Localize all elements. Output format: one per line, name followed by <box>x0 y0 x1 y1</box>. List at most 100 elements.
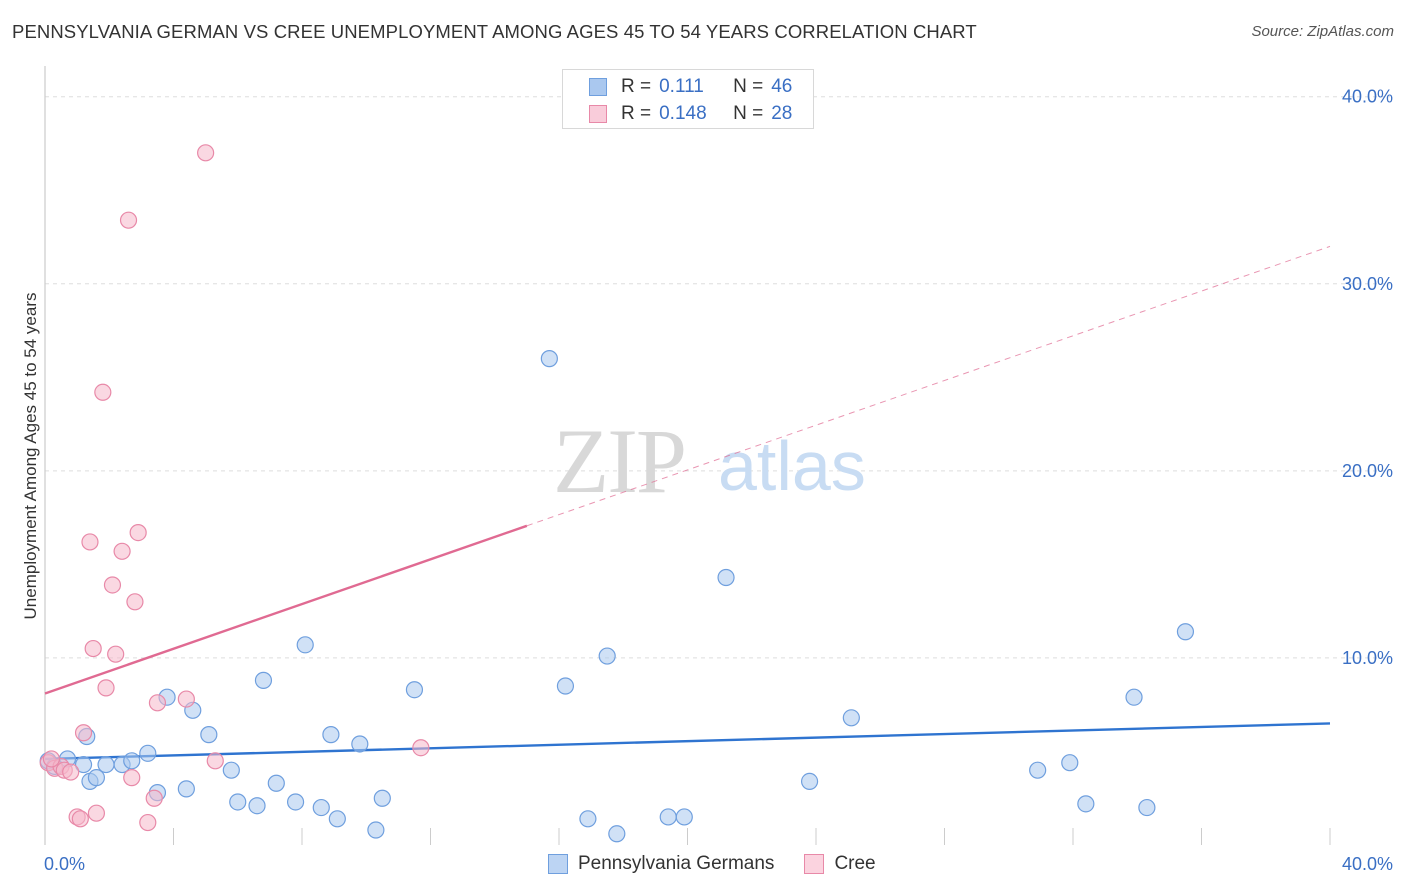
point-cree <box>148 694 167 712</box>
grid-lines <box>45 96 1390 659</box>
y-tick-label: 20.0% <box>1342 461 1393 481</box>
point-pennsylvania-germans <box>608 825 626 843</box>
n-label: N = <box>733 103 764 124</box>
y-tick-label: 40.0% <box>1342 87 1393 107</box>
point-cree <box>42 750 61 768</box>
point-cree <box>119 211 138 229</box>
point-pennsylvania-germans <box>1125 688 1143 706</box>
point-pennsylvania-germans <box>296 636 314 654</box>
point-pennsylvania-germans <box>87 769 106 787</box>
watermark-atlas: atlas <box>718 427 866 505</box>
point-pennsylvania-germans <box>286 793 305 811</box>
point-pennsylvania-germans <box>328 810 346 828</box>
r-label: R = <box>621 76 652 97</box>
legend-label: Cree <box>834 853 876 874</box>
y-tick-label: 30.0% <box>1342 274 1393 294</box>
point-cree <box>87 804 106 822</box>
pink-swatch <box>804 854 825 874</box>
point-cree <box>97 679 115 697</box>
legend-row-pennsylvania-germans: R = 0.111 N = 46 <box>589 75 792 99</box>
point-pennsylvania-germans <box>267 774 285 792</box>
r-value: 0.148 <box>659 103 707 124</box>
point-pennsylvania-germans <box>1029 761 1047 779</box>
point-pennsylvania-germans <box>97 755 115 774</box>
point-pennsylvania-germans <box>200 726 218 744</box>
n-value: 46 <box>771 76 793 97</box>
tick-labels: 10.0% 20.0% 30.0% 40.0% 0.0% 40.0% <box>44 87 1393 874</box>
point-pennsylvania-germans <box>367 821 385 839</box>
point-pennsylvania-germans <box>1176 623 1195 641</box>
point-pennsylvania-germans <box>1138 798 1156 817</box>
point-pennsylvania-germans <box>1061 754 1079 772</box>
point-cree <box>113 542 131 560</box>
watermark-zip: ZIP <box>553 410 685 512</box>
pink-swatch <box>589 105 607 123</box>
point-pennsylvania-germans <box>579 810 597 828</box>
point-pennsylvania-germans <box>123 752 141 770</box>
y-tick-label: 10.0% <box>1342 648 1393 668</box>
watermark: ZIP atlas <box>553 410 866 512</box>
point-pennsylvania-germans <box>74 755 93 774</box>
series-legend: Pennsylvania Germans Cree <box>548 852 906 876</box>
point-pennsylvania-germans <box>598 647 616 665</box>
point-pennsylvania-germans <box>248 797 266 815</box>
point-pennsylvania-germans <box>1077 795 1095 813</box>
legend-row-cree: R = 0.148 N = 28 <box>589 102 792 126</box>
axes <box>44 66 1331 845</box>
point-cree <box>123 769 141 787</box>
point-pennsylvania-germans <box>322 726 340 744</box>
point-cree <box>94 383 112 401</box>
point-cree <box>84 639 102 658</box>
point-pennsylvania-germans <box>177 780 195 798</box>
trend-line-dashed <box>526 245 1331 527</box>
point-cree <box>126 593 144 611</box>
blue-swatch <box>548 854 568 874</box>
point-pennsylvania-germans <box>351 735 369 753</box>
point-cree <box>197 144 215 162</box>
x-tick-label: 40.0% <box>1342 854 1393 874</box>
point-pennsylvania-germans <box>556 677 575 695</box>
data-points <box>39 144 1195 843</box>
blue-swatch <box>589 78 607 96</box>
n-label: N = <box>733 76 764 97</box>
legend-label: Pennsylvania Germans <box>578 853 775 874</box>
point-cree <box>139 813 157 832</box>
point-cree <box>81 533 99 551</box>
point-pennsylvania-germans <box>373 789 391 807</box>
y-axis-label: Unemployment Among Ages 45 to 54 years <box>21 293 40 620</box>
source-label: Source: ZipAtlas.com <box>1251 23 1394 40</box>
trend-line-solid <box>44 722 1331 761</box>
point-cree <box>107 645 125 663</box>
point-cree <box>412 739 430 757</box>
legend-item-pennsylvania-germans: Pennsylvania Germans <box>548 853 774 875</box>
point-pennsylvania-germans <box>717 568 735 587</box>
point-pennsylvania-germans <box>229 793 247 811</box>
point-pennsylvania-germans <box>675 808 693 826</box>
point-pennsylvania-germans <box>139 744 157 762</box>
point-pennsylvania-germans <box>540 350 558 368</box>
point-pennsylvania-germans <box>254 671 273 689</box>
n-value: 28 <box>771 103 793 124</box>
legend-item-cree: Cree <box>804 853 876 875</box>
point-cree <box>62 763 80 781</box>
x-tick-label: 0.0% <box>44 854 85 874</box>
point-pennsylvania-germans <box>405 681 424 699</box>
r-value: 0.111 <box>659 76 704 97</box>
point-cree <box>74 724 93 742</box>
point-cree <box>103 576 122 594</box>
point-cree <box>129 523 147 542</box>
chart-title: PENNSYLVANIA GERMAN VS CREE UNEMPLOYMENT… <box>12 21 977 42</box>
point-cree <box>71 810 89 828</box>
point-pennsylvania-germans <box>312 798 330 817</box>
point-cree <box>145 789 163 807</box>
point-pennsylvania-germans <box>842 709 860 727</box>
point-pennsylvania-germans <box>659 808 677 826</box>
point-cree <box>206 752 224 770</box>
point-cree <box>177 690 195 708</box>
trend-line-solid <box>44 524 528 695</box>
r-label: R = <box>621 103 652 124</box>
point-pennsylvania-germans <box>222 761 240 779</box>
correlation-legend: R = 0.111 N = 46 R = 0.148 N = 28 <box>562 69 814 129</box>
point-pennsylvania-germans <box>800 772 819 790</box>
